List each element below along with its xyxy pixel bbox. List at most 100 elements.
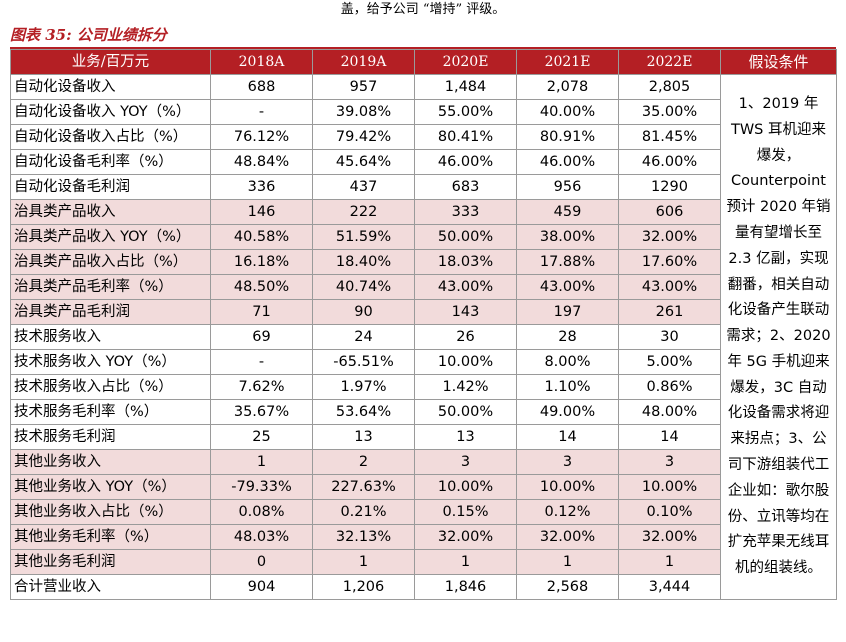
table-caption: 图表 35: 公司业绩拆分 <box>10 26 167 44</box>
preceding-text-line: 盖，给予公司 “增持” 评级。 <box>340 2 506 17</box>
value-cell: 0.21% <box>312 499 415 525</box>
table-row: 自动化设备收入 688 957 1,484 2,078 2,805 1、2019 年 TWS… <box>10 74 837 600</box>
table-row: 其他业务毛利率（%） 48.03% 32.13% 32.00% 32.00% 32.00% <box>10 524 837 550</box>
value-cell: 1.42% <box>414 374 517 400</box>
table-row: 其他业务毛利润 0 1 1 1 1 <box>10 549 837 575</box>
value-cell: 5.00% <box>618 349 721 375</box>
value-cell: 0.12% <box>516 499 619 525</box>
value-cell: 13 <box>312 424 415 450</box>
row-label: 其他业务收入 <box>10 449 211 475</box>
value-cell: 80.91% <box>516 124 619 150</box>
value-cell: 7.62% <box>210 374 313 400</box>
table-row: 自动化设备收入占比（%） 76.12% 79.42% 80.41% 80.91% 81.4… <box>10 124 837 150</box>
row-label: 自动化设备收入占比（%） <box>10 124 211 150</box>
value-cell: 10.00% <box>414 349 517 375</box>
table-row: 治具类产品毛利率（%） 48.50% 40.74% 43.00% 43.00% 43.00… <box>10 274 837 300</box>
table-row: 技术服务收入 YOY（%） - -65.51% 10.00% 8.00% 5.00% <box>10 349 837 375</box>
table-row: 自动化设备毛利率（%） 48.84% 45.64% 46.00% 46.00% 46.00… <box>10 149 837 175</box>
value-cell: 1 <box>618 549 721 575</box>
assumption-text: 1、2019 年 TWS 耳机迎来爆发，Counterpoint 预计 2020… <box>720 74 837 600</box>
table-row: 技术服务毛利率（%） 35.67% 53.64% 50.00% 49.00% 48.00% <box>10 399 837 425</box>
row-label: 其他业务收入 YOY（%） <box>10 474 211 500</box>
row-label: 技术服务毛利润 <box>10 424 211 450</box>
value-cell: 0.15% <box>414 499 517 525</box>
value-cell: 30 <box>618 324 721 350</box>
value-cell: 1.97% <box>312 374 415 400</box>
value-cell: 1,206 <box>312 574 415 600</box>
value-cell: -65.51% <box>312 349 415 375</box>
row-label: 治具类产品毛利润 <box>10 299 211 325</box>
value-cell: 683 <box>414 174 517 200</box>
value-cell: 40.00% <box>516 99 619 125</box>
value-cell: 79.42% <box>312 124 415 150</box>
value-cell: 50.00% <box>414 224 517 250</box>
value-cell: 50.00% <box>414 399 517 425</box>
table-row: 治具类产品毛利润 71 90 143 197 261 <box>10 299 837 325</box>
value-cell: 17.60% <box>618 249 721 275</box>
value-cell: 71 <box>210 299 313 325</box>
row-label: 治具类产品毛利率（%） <box>10 274 211 300</box>
value-cell: 956 <box>516 174 619 200</box>
value-cell: 14 <box>618 424 721 450</box>
header-assumption: 假设条件 <box>720 49 837 75</box>
value-cell: 1,484 <box>414 74 517 100</box>
value-cell: 32.00% <box>516 524 619 550</box>
table-row: 其他业务收入 YOY（%） -79.33% 227.63% 10.00% 10.00% 1… <box>10 474 837 500</box>
value-cell: 17.88% <box>516 249 619 275</box>
value-cell: 3,444 <box>618 574 721 600</box>
value-cell: 261 <box>618 299 721 325</box>
table-row: 自动化设备收入 YOY（%） -39.08% 55.00% 40.00% 35.00% <box>10 99 837 125</box>
value-cell: 8.00% <box>516 349 619 375</box>
header-row-label: 业务/百万元 <box>10 49 211 75</box>
value-cell: 1290 <box>618 174 721 200</box>
performance-breakdown-table: 业务/百万元 2018A 2019A 2020E 2021E 2022E 假设条… <box>10 49 837 600</box>
row-label: 自动化设备收入 YOY（%） <box>10 99 211 125</box>
row-label: 技术服务收入 YOY（%） <box>10 349 211 375</box>
value-cell: 43.00% <box>618 274 721 300</box>
value-cell: 18.03% <box>414 249 517 275</box>
table-row: 治具类产品收入 YOY（%） 40.58% 51.59% 50.00% 38.00% 32… <box>10 224 837 250</box>
value-cell: 1 <box>312 549 415 575</box>
value-cell: 46.00% <box>516 149 619 175</box>
row-label: 治具类产品收入 YOY（%） <box>10 224 211 250</box>
value-cell: 40.58% <box>210 224 313 250</box>
value-cell: 0.10% <box>618 499 721 525</box>
value-cell: 25 <box>210 424 313 450</box>
value-cell: 0.86% <box>618 374 721 400</box>
table-body: 自动化设备收入 688 957 1,484 2,078 2,805 1、2019 年 TWS… <box>10 74 837 600</box>
value-cell: 10.00% <box>618 474 721 500</box>
value-cell: 222 <box>312 199 415 225</box>
row-label: 其他业务收入占比（%） <box>10 499 211 525</box>
value-cell: 1.10% <box>516 374 619 400</box>
row-label: 技术服务毛利率（%） <box>10 399 211 425</box>
value-cell: 459 <box>516 199 619 225</box>
value-cell: 39.08% <box>312 99 415 125</box>
value-cell: 143 <box>414 299 517 325</box>
value-cell: 80.41% <box>414 124 517 150</box>
value-cell: 904 <box>210 574 313 600</box>
value-cell: 3 <box>414 449 517 475</box>
value-cell: 38.00% <box>516 224 619 250</box>
table-row: 自动化设备毛利润 336 437 683 956 1290 <box>10 174 837 200</box>
value-cell: - <box>210 349 313 375</box>
value-cell: 24 <box>312 324 415 350</box>
header-year-2019a: 2019A <box>312 49 415 75</box>
value-cell: 26 <box>414 324 517 350</box>
value-cell: 18.40% <box>312 249 415 275</box>
value-cell: 688 <box>210 74 313 100</box>
value-cell: 51.59% <box>312 224 415 250</box>
value-cell: 14 <box>516 424 619 450</box>
value-cell: 45.64% <box>312 149 415 175</box>
value-cell: 49.00% <box>516 399 619 425</box>
value-cell: 3 <box>618 449 721 475</box>
value-cell: 1 <box>414 549 517 575</box>
value-cell: 53.64% <box>312 399 415 425</box>
value-cell: 35.00% <box>618 99 721 125</box>
value-cell: 48.00% <box>618 399 721 425</box>
value-cell: 437 <box>312 174 415 200</box>
value-cell: 3 <box>516 449 619 475</box>
header-row: 业务/百万元 2018A 2019A 2020E 2021E 2022E 假设条… <box>10 49 837 75</box>
header-year-2018a: 2018A <box>210 49 313 75</box>
value-cell: 48.03% <box>210 524 313 550</box>
row-label: 自动化设备毛利率（%） <box>10 149 211 175</box>
